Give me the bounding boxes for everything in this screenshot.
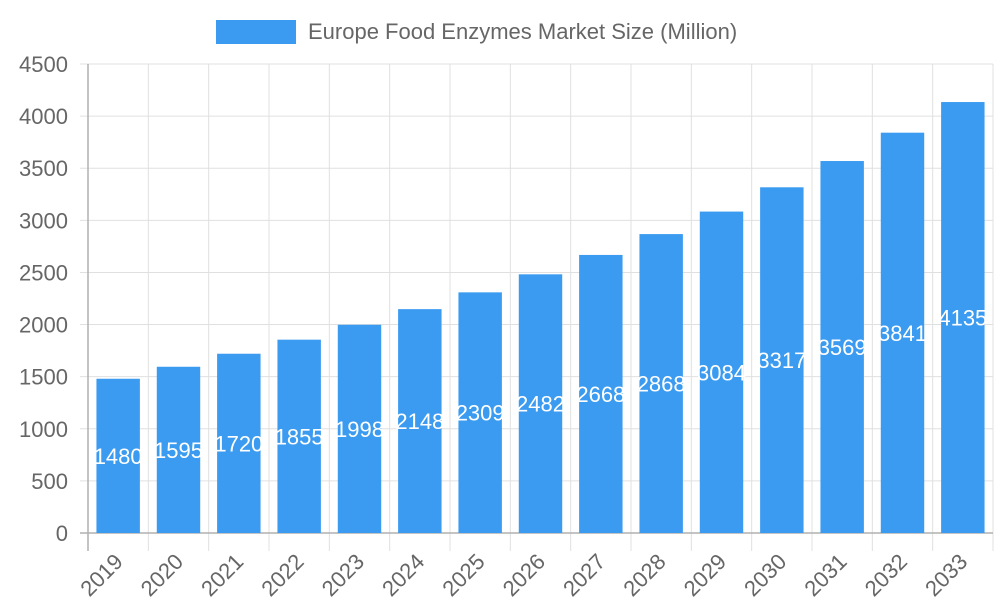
- x-tick-label: 2033: [920, 549, 972, 600]
- x-tick-label: 2023: [317, 549, 369, 600]
- bar[interactable]: [880, 132, 925, 534]
- y-tick-label: 2000: [19, 313, 68, 338]
- bar-value-label: 2668: [576, 382, 625, 407]
- legend-label: Europe Food Enzymes Market Size (Million…: [308, 19, 737, 44]
- x-tick-label: 2021: [196, 549, 248, 600]
- value-labels: 1480 1595 1720 1855 1998 2148 2309 2482 2668 2868…: [94, 306, 988, 469]
- bar-value-label: 4135: [938, 306, 987, 331]
- y-tick-label: 2500: [19, 260, 68, 285]
- bar[interactable]: [699, 211, 744, 533]
- x-axis: 2019 2020 2021 2022 2023 2024 2025 2026 2027 2028…: [75, 549, 972, 600]
- bar-value-label: 1998: [335, 417, 384, 442]
- x-tick-label: 2022: [256, 549, 308, 600]
- y-tick-label: 500: [31, 469, 68, 494]
- x-tick-label: 2031: [799, 549, 851, 600]
- x-tick-label: 2028: [618, 549, 670, 600]
- bar-value-label: 3841: [878, 321, 927, 346]
- bar[interactable]: [941, 102, 985, 534]
- bar-value-label: 1720: [214, 431, 263, 456]
- bar-value-label: 1480: [94, 444, 143, 469]
- bar-value-label: 2309: [456, 401, 505, 426]
- bar-value-label: 3569: [818, 335, 867, 360]
- bar[interactable]: [579, 254, 623, 533]
- bar-value-label: 3084: [697, 360, 746, 385]
- bar-value-label: 1855: [275, 424, 324, 449]
- bar-value-label: 3317: [757, 348, 806, 373]
- bar-value-label: 2148: [395, 409, 444, 434]
- x-tick-label: 2020: [136, 549, 188, 600]
- bar-value-label: 1595: [154, 438, 203, 463]
- bar[interactable]: [518, 274, 563, 533]
- bar-value-label: 2868: [637, 372, 686, 397]
- y-tick-label: 4000: [19, 104, 68, 129]
- legend-swatch: [216, 20, 296, 44]
- bar-series: [96, 102, 985, 534]
- bar[interactable]: [217, 353, 261, 533]
- bar[interactable]: [458, 292, 502, 533]
- bar[interactable]: [639, 234, 683, 533]
- bar[interactable]: [760, 187, 804, 533]
- grid-lines: [80, 63, 994, 551]
- x-tick-label: 2029: [679, 549, 731, 600]
- x-tick-label: 2027: [558, 549, 610, 600]
- x-tick-label: 2024: [377, 549, 429, 600]
- y-tick-label: 0: [56, 521, 68, 546]
- x-tick-label: 2030: [739, 549, 791, 600]
- y-tick-label: 1500: [19, 365, 68, 390]
- bar[interactable]: [96, 378, 140, 533]
- bar[interactable]: [277, 339, 321, 533]
- bar-value-label: 2482: [516, 392, 565, 417]
- x-tick-label: 2025: [437, 549, 489, 600]
- x-tick-label: 2026: [498, 549, 550, 600]
- y-tick-label: 3500: [19, 156, 68, 181]
- legend[interactable]: Europe Food Enzymes Market Size (Million…: [216, 19, 737, 44]
- bar[interactable]: [820, 161, 864, 533]
- bar[interactable]: [398, 309, 442, 533]
- y-tick-label: 1000: [19, 417, 68, 442]
- x-tick-label: 2019: [75, 549, 127, 600]
- y-tick-label: 4500: [19, 52, 68, 77]
- bar[interactable]: [337, 324, 382, 533]
- x-tick-label: 2032: [860, 549, 912, 600]
- y-tick-label: 3000: [19, 208, 68, 233]
- bar[interactable]: [156, 366, 201, 533]
